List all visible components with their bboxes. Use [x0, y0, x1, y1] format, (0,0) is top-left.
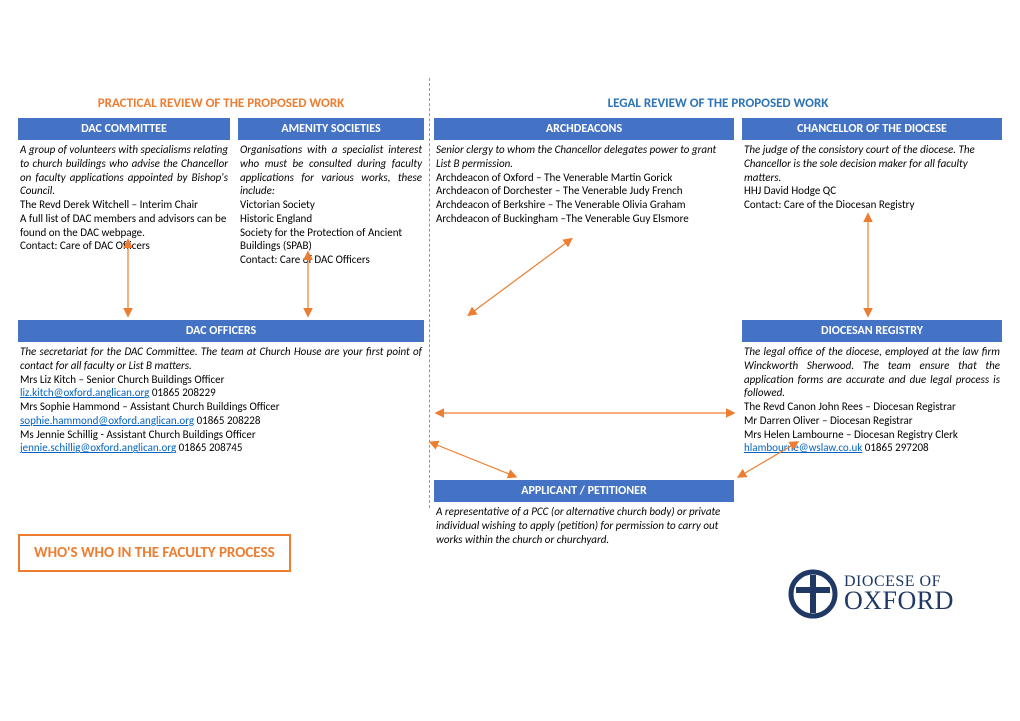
dac-officers-p3-contact: jennie.schillig@oxford.anglican.org 0186…	[20, 441, 422, 455]
chancellor-title: CHANCELLOR OF THE DIOCESE	[742, 118, 1002, 140]
dac-committee-title: DAC COMMITTEE	[18, 118, 230, 140]
dac-committee-line1: The Revd Derek Witchell – Interim Chair	[20, 198, 228, 212]
dac-committee-line3: Contact: Care of DAC Officers	[20, 239, 228, 253]
dac-officers-p2-phone: 01865 208228	[194, 414, 260, 427]
dac-officers-p1-email[interactable]: liz.kitch@oxford.anglican.org	[20, 386, 149, 399]
applicant-box: APPLICANT / PETITIONER A representative …	[434, 480, 734, 546]
archdeacons-line3: Archdeacon of Berkshire – The Venerable …	[436, 198, 732, 212]
practical-heading: PRACTICAL REVIEW OF THE PROPOSED WORK	[18, 96, 424, 111]
applicant-title: APPLICANT / PETITIONER	[434, 480, 734, 502]
registry-contact: hlambourne@wslaw.co.uk 01865 297208	[744, 441, 1000, 455]
diocese-logo-icon	[788, 569, 838, 619]
dac-officers-desc: The secretariat for the DAC Committee. T…	[20, 345, 422, 373]
amenity-line2: Historic England	[240, 212, 422, 226]
registry-title: DIOCESAN REGISTRY	[742, 320, 1002, 342]
dac-officers-p3-name: Ms Jennie Schillig - Assistant Church Bu…	[20, 428, 422, 442]
archdeacons-title: ARCHDEACONS	[434, 118, 734, 140]
chancellor-desc: The judge of the consistory court of the…	[744, 143, 1000, 184]
dac-committee-line2: A full list of DAC members and advisors …	[20, 212, 228, 240]
chancellor-line2: Contact: Care of the Diocesan Registry	[744, 198, 1000, 212]
amenity-line1: Victorian Society	[240, 198, 422, 212]
dac-officers-p2-email[interactable]: sophie.hammond@oxford.anglican.org	[20, 414, 194, 427]
chancellor-line1: HHJ David Hodge QC	[744, 184, 1000, 198]
logo-line2: OXFORD	[844, 589, 954, 614]
vertical-divider	[429, 78, 430, 508]
registry-email[interactable]: hlambourne@wslaw.co.uk	[744, 441, 862, 454]
registry-box: DIOCESAN REGISTRY The legal office of th…	[742, 320, 1002, 455]
dac-officers-box: DAC OFFICERS The secretariat for the DAC…	[18, 320, 424, 455]
dac-committee-box: DAC COMMITTEE A group of volunteers with…	[18, 118, 230, 253]
amenity-box: AMENITY SOCIETIES Organisations with a s…	[238, 118, 424, 267]
archdeacons-line4: Archdeacon of Buckingham –The Venerable …	[436, 212, 732, 226]
amenity-line3: Society for the Protection of Ancient Bu…	[240, 226, 422, 254]
archdeacons-desc: Senior clergy to whom the Chancellor del…	[436, 143, 732, 171]
amenity-desc: Organisations with a specialist interest…	[240, 143, 422, 198]
dac-officers-title: DAC OFFICERS	[18, 320, 424, 342]
dac-officers-p1-phone: 01865 208229	[149, 386, 215, 399]
registry-line1: The Revd Canon John Rees – Diocesan Regi…	[744, 400, 1000, 414]
dac-officers-p1-name: Mrs Liz Kitch – Senior Church Buildings …	[20, 373, 422, 387]
legal-heading: LEGAL REVIEW OF THE PROPOSED WORK	[434, 96, 1002, 111]
archdeacons-box: ARCHDEACONS Senior clergy to whom the Ch…	[434, 118, 734, 226]
registry-desc: The legal office of the diocese, employe…	[744, 345, 1000, 400]
chancellor-box: CHANCELLOR OF THE DIOCESE The judge of t…	[742, 118, 1002, 212]
title-box: WHO'S WHO IN THE FACULTY PROCESS	[18, 534, 291, 572]
amenity-title: AMENITY SOCIETIES	[238, 118, 424, 140]
archdeacons-line1: Archdeacon of Oxford – The Venerable Mar…	[436, 171, 732, 185]
dac-officers-p2-contact: sophie.hammond@oxford.anglican.org 01865…	[20, 414, 422, 428]
diocese-logo: DIOCESE OF OXFORD	[788, 567, 988, 621]
amenity-line4: Contact: Care of DAC Officers	[240, 253, 422, 267]
registry-phone: 01865 297208	[862, 441, 928, 454]
dac-officers-p2-name: Mrs Sophie Hammond – Assistant Church Bu…	[20, 400, 422, 414]
dac-officers-p3-phone: 01865 208745	[176, 441, 242, 454]
archdeacons-line2: Archdeacon of Dorchester – The Venerable…	[436, 184, 732, 198]
registry-line3: Mrs Helen Lambourne – Diocesan Registry …	[744, 428, 1000, 442]
applicant-desc: A representative of a PCC (or alternativ…	[436, 505, 732, 546]
dac-officers-p3-email[interactable]: jennie.schillig@oxford.anglican.org	[20, 441, 176, 454]
registry-line2: Mr Darren Oliver – Diocesan Registrar	[744, 414, 1000, 428]
dac-officers-p1-contact: liz.kitch@oxford.anglican.org 01865 2082…	[20, 386, 422, 400]
dac-committee-desc: A group of volunteers with specialisms r…	[20, 143, 228, 198]
